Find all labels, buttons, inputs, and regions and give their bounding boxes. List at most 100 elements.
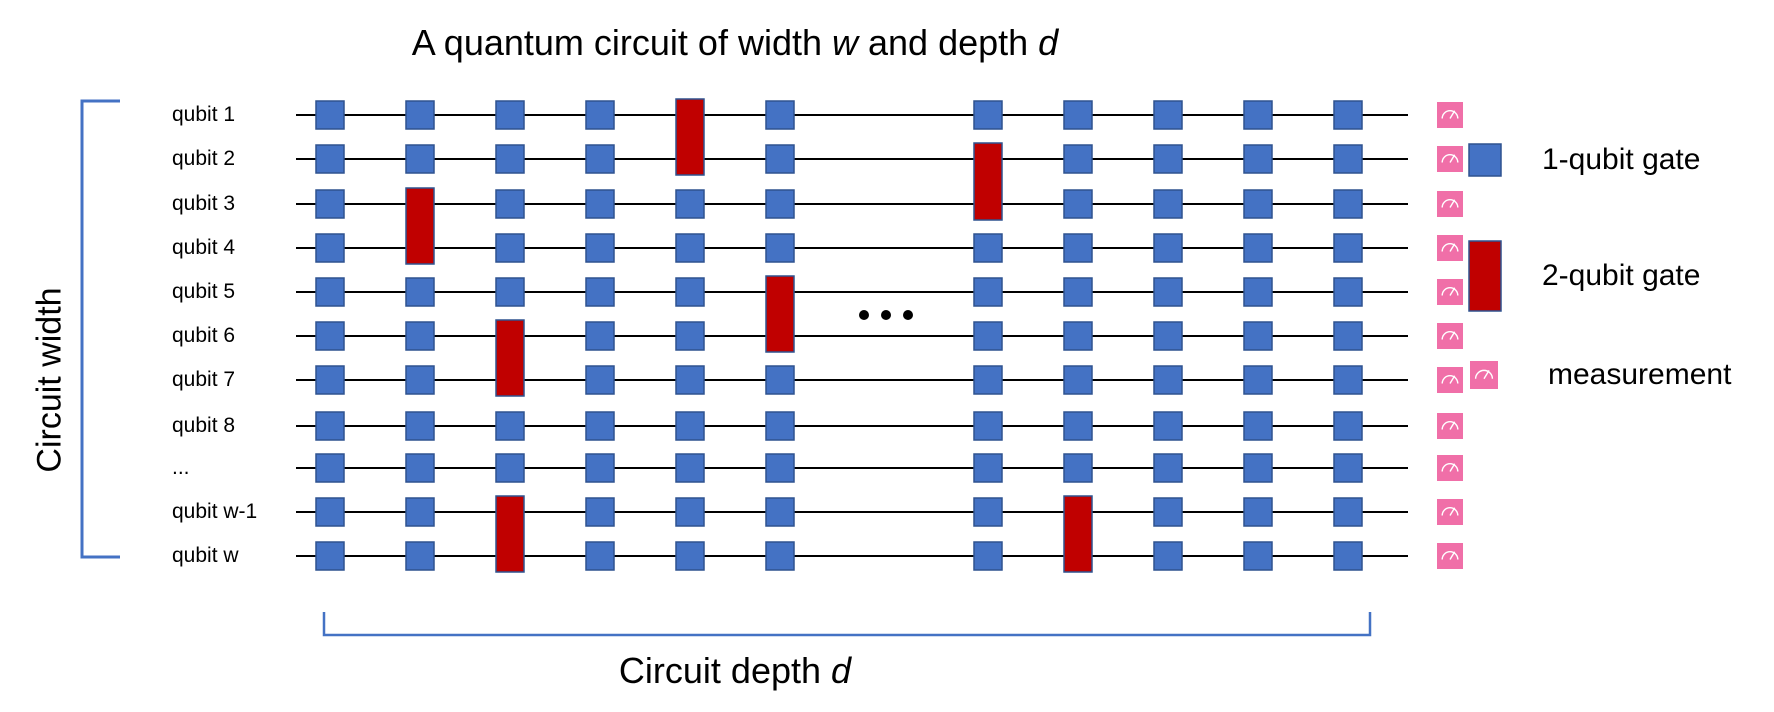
one-qubit-gate — [405, 541, 435, 571]
one-qubit-gate — [675, 277, 705, 307]
one-qubit-gate — [1243, 277, 1273, 307]
one-qubit-gate — [315, 321, 345, 351]
one-qubit-gate — [315, 189, 345, 219]
measurement-needle-icon — [1449, 331, 1456, 340]
one-qubit-gate — [1333, 189, 1363, 219]
one-qubit-gate — [765, 541, 795, 571]
one-qubit-gate — [315, 277, 345, 307]
one-qubit-gate — [1243, 189, 1273, 219]
qubit-label: qubit 6 — [172, 324, 236, 347]
one-qubit-gate — [1063, 321, 1093, 351]
measurement-needle-icon — [1449, 463, 1456, 472]
ellipsis-dot — [859, 310, 869, 320]
one-qubit-gate — [405, 100, 435, 130]
one-qubit-gate — [675, 321, 705, 351]
one-qubit-gate — [585, 277, 615, 307]
one-qubit-gate — [315, 100, 345, 130]
one-qubit-gate — [1063, 365, 1093, 395]
one-qubit-gate — [765, 453, 795, 483]
one-qubit-gate — [495, 189, 525, 219]
two-qubit-gate — [1063, 495, 1093, 573]
circuit-width-bracket — [80, 99, 120, 559]
measurement-dial-icon — [1441, 551, 1459, 560]
two-qubit-gate — [675, 98, 705, 176]
one-qubit-gate — [973, 453, 1003, 483]
one-qubit-gate — [405, 411, 435, 441]
qubit-label: ... — [172, 456, 190, 479]
one-qubit-gate — [973, 277, 1003, 307]
measurement-needle-icon — [1449, 199, 1456, 208]
one-qubit-gate — [1333, 497, 1363, 527]
measurement-dial-icon — [1474, 369, 1494, 379]
one-qubit-gate — [585, 321, 615, 351]
measurement-gate — [1437, 455, 1463, 481]
one-qubit-gate — [1153, 277, 1183, 307]
one-qubit-gate — [1153, 189, 1183, 219]
measurement-dial-icon — [1441, 375, 1459, 384]
one-qubit-gate — [585, 365, 615, 395]
one-qubit-gate — [675, 497, 705, 527]
one-qubit-gate — [765, 100, 795, 130]
circuit-depth-label: Circuit depth d — [618, 650, 852, 691]
one-qubit-gate — [1063, 189, 1093, 219]
one-qubit-gate — [765, 365, 795, 395]
one-qubit-gate — [1243, 497, 1273, 527]
diagram-title: A quantum circuit of width w and depth d — [411, 22, 1059, 63]
qubit-label: qubit 7 — [172, 368, 236, 391]
measurement-gate — [1437, 413, 1463, 439]
measurement-dial-icon — [1441, 331, 1459, 340]
measurement-needle-icon — [1449, 507, 1456, 516]
qubit-label: qubit 2 — [172, 147, 236, 170]
measurement-needle-icon — [1483, 370, 1490, 380]
one-qubit-gate — [1333, 453, 1363, 483]
one-qubit-gate — [973, 497, 1003, 527]
one-qubit-gate — [675, 365, 705, 395]
measurement-needle-icon — [1449, 110, 1456, 119]
one-qubit-gate — [405, 365, 435, 395]
qubit-label: qubit 5 — [172, 280, 236, 303]
legend-label-one-qubit: 1-qubit gate — [1542, 143, 1701, 176]
one-qubit-gate — [1063, 277, 1093, 307]
two-qubit-gate — [495, 495, 525, 573]
two-qubit-gate — [495, 319, 525, 397]
one-qubit-gate — [1153, 100, 1183, 130]
measurement-gate — [1437, 146, 1463, 172]
qubit-label: qubit w — [172, 544, 239, 567]
one-qubit-gate — [585, 100, 615, 130]
legend-measurement-swatch — [1470, 361, 1498, 389]
one-qubit-gate — [1243, 321, 1273, 351]
legend-two-qubit-swatch — [1468, 240, 1502, 312]
measurement-needle-icon — [1449, 551, 1456, 560]
one-qubit-gate — [1333, 321, 1363, 351]
qubit-label: qubit 8 — [172, 414, 236, 437]
one-qubit-gate — [1063, 144, 1093, 174]
one-qubit-gate — [315, 541, 345, 571]
one-qubit-gate — [495, 453, 525, 483]
ellipsis-dot — [903, 310, 913, 320]
measurement-needle-icon — [1449, 421, 1456, 430]
legend-label-two-qubit: 2-qubit gate — [1542, 259, 1701, 292]
measurement-gate — [1437, 543, 1463, 569]
one-qubit-gate — [765, 233, 795, 263]
one-qubit-gate — [973, 100, 1003, 130]
measurement-gate — [1437, 367, 1463, 393]
one-qubit-gate — [495, 100, 525, 130]
one-qubit-gate — [1153, 411, 1183, 441]
one-qubit-gate — [1153, 233, 1183, 263]
legend-one-qubit-swatch — [1468, 143, 1502, 177]
one-qubit-gate — [315, 144, 345, 174]
measurement-needle-icon — [1449, 154, 1456, 163]
measurement-needle-icon — [1449, 287, 1456, 296]
measurement-gate — [1437, 323, 1463, 349]
two-qubit-gate — [973, 142, 1003, 221]
one-qubit-gate — [765, 411, 795, 441]
one-qubit-gate — [585, 411, 615, 441]
one-qubit-gate — [585, 541, 615, 571]
qubit-label: qubit w-1 — [172, 500, 258, 523]
one-qubit-gate — [495, 411, 525, 441]
one-qubit-gate — [405, 321, 435, 351]
one-qubit-gate — [405, 277, 435, 307]
one-qubit-gate — [1333, 365, 1363, 395]
one-qubit-gate — [1153, 541, 1183, 571]
one-qubit-gate — [585, 144, 615, 174]
